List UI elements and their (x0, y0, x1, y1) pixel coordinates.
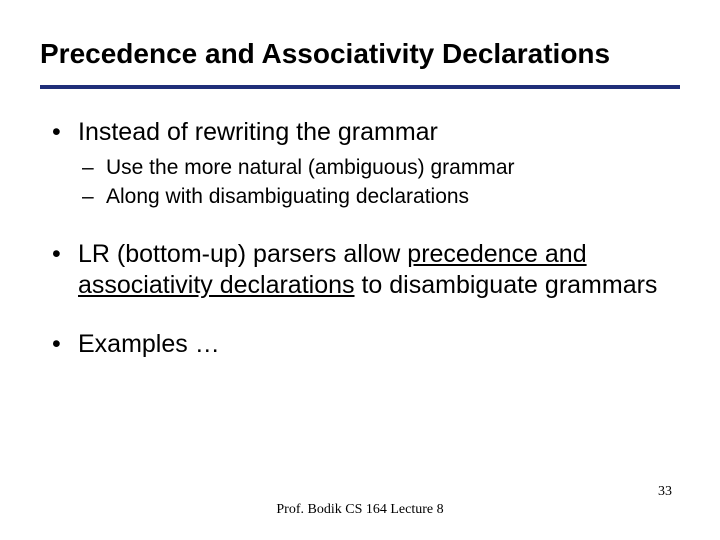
sub-bullet-item: Use the more natural (ambiguous) grammar (78, 154, 680, 182)
sub-bullet-list: Use the more natural (ambiguous) grammar… (78, 154, 680, 211)
bullet-text: Examples … (78, 330, 220, 358)
bullet-list: Instead of rewriting the grammar Use the… (52, 117, 680, 361)
slide-body: Instead of rewriting the grammar Use the… (40, 117, 680, 361)
slide: Precedence and Associativity Declaration… (0, 0, 720, 540)
sub-bullet-item: Along with disambiguating declarations (78, 183, 680, 211)
slide-footer: Prof. Bodik CS 164 Lecture 8 (0, 502, 720, 518)
bullet-text-segment: to disambiguate grammars (355, 271, 658, 299)
page-number: 33 (658, 484, 672, 500)
bullet-item: Examples … (52, 329, 680, 360)
bullet-text: Instead of rewriting the grammar (78, 118, 438, 146)
bullet-item: LR (bottom-up) parsers allow precedence … (52, 239, 680, 302)
slide-title: Precedence and Associativity Declaration… (40, 36, 680, 71)
bullet-text-segment: LR (bottom-up) parsers allow (78, 240, 407, 268)
bullet-item: Instead of rewriting the grammar Use the… (52, 117, 680, 211)
title-rule (40, 85, 680, 89)
